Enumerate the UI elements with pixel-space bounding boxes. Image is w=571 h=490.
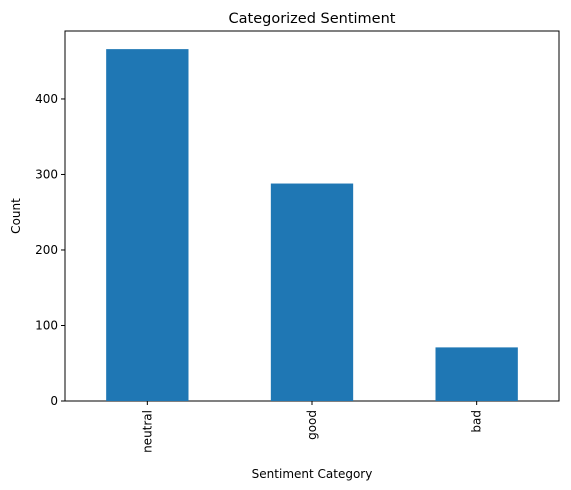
y-axis-label: Count xyxy=(9,198,23,234)
x-tick-label: bad xyxy=(470,410,484,433)
bar-good xyxy=(270,183,354,401)
y-tick-label: 100 xyxy=(35,318,58,332)
bar-neutral xyxy=(106,49,189,402)
x-tick-label: neutral xyxy=(140,410,154,453)
x-axis-label: Sentiment Category xyxy=(252,467,373,481)
plot-area: 0 100 200 300 400 neutral good bad xyxy=(35,30,560,453)
y-tick-label: 300 xyxy=(35,167,58,181)
chart-title: Categorized Sentiment xyxy=(229,11,396,27)
y-tick-label: 400 xyxy=(35,92,58,106)
y-tick-label: 200 xyxy=(35,243,58,257)
y-tick-label: 0 xyxy=(50,394,58,408)
x-axis: neutral good bad xyxy=(140,401,484,453)
bars-group xyxy=(106,49,518,402)
bar-bad xyxy=(435,347,518,401)
y-axis: 0 100 200 300 400 xyxy=(35,92,65,408)
x-tick-label: good xyxy=(305,410,319,440)
